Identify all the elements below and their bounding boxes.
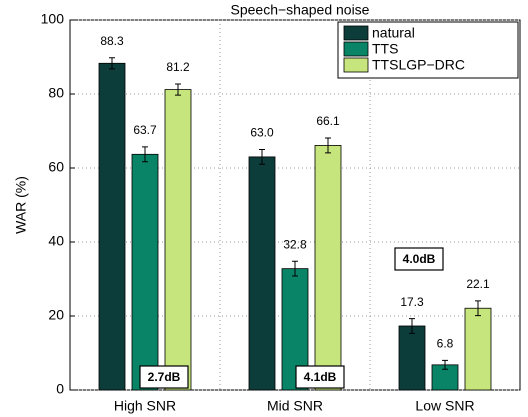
y-tick-label: 20 [48, 307, 64, 323]
bar [164, 89, 192, 391]
error-bar [292, 260, 298, 277]
bar [398, 325, 426, 391]
error-bar [259, 149, 265, 165]
legend-label: TTSLGP−DRC [372, 57, 465, 73]
bar [131, 153, 159, 391]
data-label: 63.7 [133, 123, 157, 137]
legend-swatch [343, 57, 369, 73]
error-bar [109, 57, 115, 70]
data-label: 81.2 [166, 60, 190, 74]
error-bar [442, 359, 448, 370]
annotation: 4.0dB [403, 252, 436, 266]
error-bar [142, 146, 148, 163]
annotation-box [295, 365, 345, 389]
legend-label: natural [372, 25, 415, 41]
y-tick-label: 40 [48, 233, 64, 249]
data-label: 6.8 [437, 337, 454, 351]
error-bar [325, 137, 331, 154]
data-label: 22.1 [466, 277, 490, 291]
x-tick-label: High SNR [114, 398, 176, 414]
annotation: 4.1dB [304, 370, 337, 384]
bar [98, 62, 126, 391]
legend-swatch [343, 25, 369, 41]
bar [248, 156, 276, 391]
y-axis-label: WAR (%) [13, 176, 29, 234]
data-label: 88.3 [100, 34, 124, 48]
y-tick-label: 80 [48, 85, 64, 101]
annotation: 2.7dB [148, 370, 181, 384]
data-label: 66.1 [316, 114, 340, 128]
error-bar [475, 300, 481, 317]
annotation-box [139, 365, 189, 389]
y-tick-label: 0 [56, 381, 64, 397]
error-bar [175, 83, 181, 96]
legend-swatch [343, 41, 369, 57]
bar [314, 145, 342, 391]
x-tick-label: Mid SNR [267, 398, 323, 414]
legend-label: TTS [372, 41, 398, 57]
y-tick-label: 60 [48, 159, 64, 175]
bar [464, 307, 492, 391]
error-bar [409, 318, 415, 334]
y-tick-label: 100 [41, 11, 65, 27]
chart-title: Speech−shaped noise [231, 2, 370, 18]
data-label: 63.0 [250, 126, 274, 140]
data-label: 17.3 [400, 295, 424, 309]
annotation-box [394, 247, 444, 271]
x-tick-label: Low SNR [415, 398, 474, 414]
data-label: 32.8 [283, 237, 307, 251]
